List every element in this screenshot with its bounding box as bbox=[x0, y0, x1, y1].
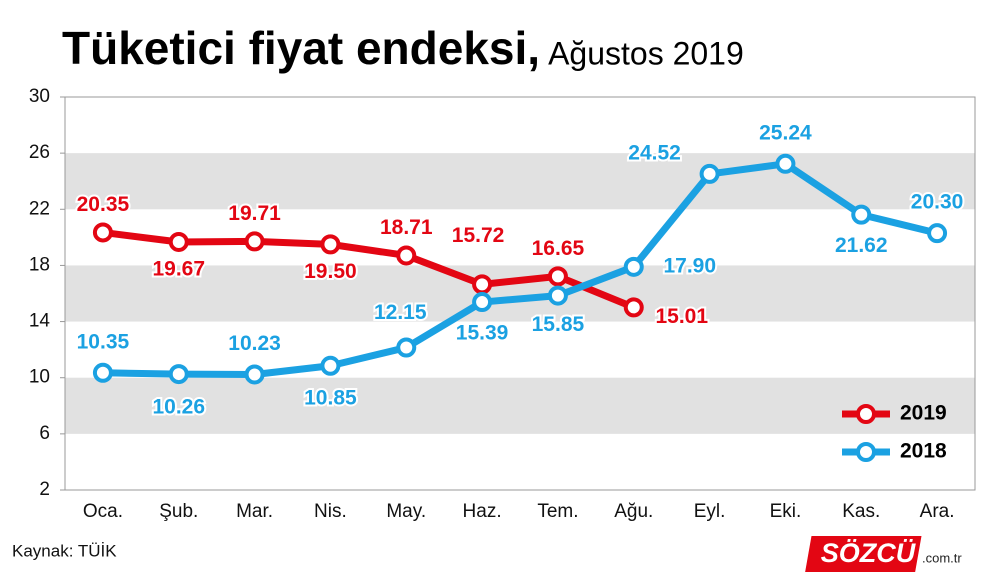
x-tick-label: Kas. bbox=[842, 501, 880, 522]
logo-box bbox=[805, 536, 922, 572]
x-tick-label: Mar. bbox=[236, 501, 273, 522]
data-point bbox=[927, 223, 948, 244]
data-point bbox=[547, 285, 568, 306]
data-point bbox=[547, 266, 568, 287]
data-point bbox=[244, 364, 265, 385]
y-tick-label: 14 bbox=[29, 311, 51, 332]
data-label: 25.24 bbox=[759, 121, 812, 144]
x-tick-label: Nis. bbox=[314, 501, 347, 522]
x-tick-label: Eyl. bbox=[694, 501, 726, 522]
y-tick-label: 10 bbox=[29, 367, 50, 388]
x-tick-label: Haz. bbox=[463, 501, 502, 522]
x-tick-label: Şub. bbox=[159, 501, 198, 522]
data-point bbox=[396, 245, 417, 266]
grid-band bbox=[65, 377, 975, 434]
x-tick-label: Tem. bbox=[537, 501, 578, 522]
data-label: 15.85 bbox=[532, 313, 585, 336]
data-label: 12.15 bbox=[374, 301, 427, 324]
data-point bbox=[775, 153, 796, 174]
x-tick-label: Ağu. bbox=[614, 501, 653, 522]
data-label: 17.90 bbox=[663, 254, 716, 277]
data-label: 18.71 bbox=[380, 216, 433, 239]
data-point bbox=[92, 222, 113, 243]
data-point bbox=[623, 256, 644, 277]
y-tick-label: 18 bbox=[29, 254, 50, 275]
data-label: 10.23 bbox=[228, 332, 281, 355]
data-label: 19.50 bbox=[304, 260, 357, 283]
legend-label: 2018 bbox=[900, 440, 947, 463]
logo-domain: .com.tr bbox=[922, 550, 962, 565]
data-label: 15.72 bbox=[452, 224, 505, 247]
data-point bbox=[699, 163, 720, 184]
data-point bbox=[320, 355, 341, 376]
series-line bbox=[102, 160, 938, 378]
logo-name: SÖZCÜ bbox=[821, 538, 917, 568]
x-tick-label: May. bbox=[386, 501, 426, 522]
data-label: 19.67 bbox=[152, 258, 205, 281]
data-point bbox=[472, 274, 493, 295]
data-label: 10.85 bbox=[304, 386, 357, 409]
legend-marker bbox=[856, 442, 876, 462]
y-tick-label: 26 bbox=[29, 142, 50, 163]
data-label: 24.52 bbox=[628, 141, 681, 164]
data-label: 21.62 bbox=[835, 234, 888, 257]
x-tick-label: Ara. bbox=[920, 501, 955, 522]
y-tick-label: 2 bbox=[39, 479, 50, 500]
data-label: 15.01 bbox=[655, 305, 708, 328]
plot-background bbox=[64, 96, 976, 491]
chart-subtitle: Ağustos 2019 bbox=[548, 35, 744, 71]
legend-marker bbox=[856, 404, 876, 424]
source: Kaynak: TÜİK bbox=[12, 541, 117, 560]
grid-band bbox=[65, 153, 975, 210]
plot-frame bbox=[64, 96, 976, 491]
data-point bbox=[851, 204, 872, 225]
data-point bbox=[244, 231, 265, 252]
data-label: 10.26 bbox=[152, 396, 205, 419]
data-point bbox=[623, 297, 644, 318]
y-tick-label: 6 bbox=[39, 423, 50, 444]
grid-band bbox=[65, 265, 975, 322]
chart-title: Tüketici fiyat endeksi, bbox=[62, 22, 540, 74]
data-point bbox=[168, 364, 189, 385]
y-tick-label: 30 bbox=[29, 86, 50, 107]
data-label: 10.35 bbox=[77, 330, 130, 353]
data-point bbox=[168, 231, 189, 252]
series-line bbox=[102, 228, 636, 311]
data-label: 15.39 bbox=[456, 322, 509, 345]
data-label: 20.35 bbox=[77, 193, 130, 216]
data-point bbox=[92, 362, 113, 383]
data-point bbox=[320, 234, 341, 255]
data-label: 16.65 bbox=[532, 237, 585, 260]
data-point bbox=[396, 337, 417, 358]
data-point bbox=[472, 292, 493, 313]
legend-label: 2019 bbox=[900, 402, 947, 425]
data-label: 20.30 bbox=[911, 191, 964, 214]
x-tick-label: Eki. bbox=[770, 501, 802, 522]
data-label: 19.71 bbox=[228, 202, 281, 225]
x-tick-label: Oca. bbox=[83, 501, 123, 522]
y-tick-label: 22 bbox=[29, 198, 50, 219]
